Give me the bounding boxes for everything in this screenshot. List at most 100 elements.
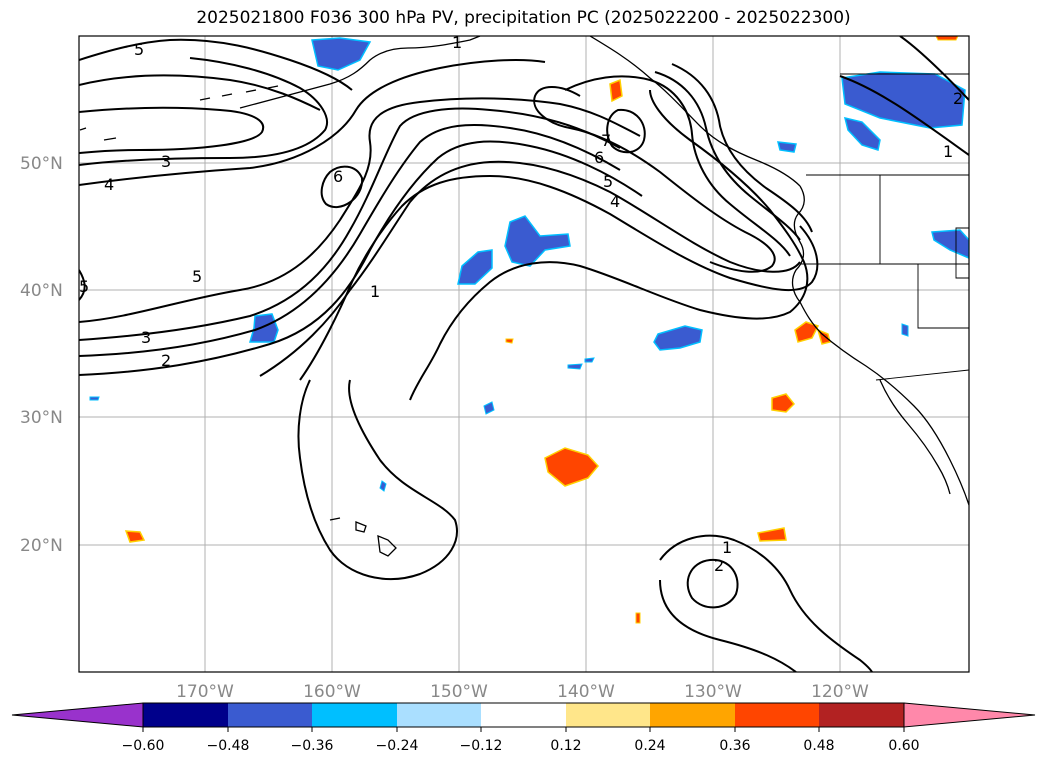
map-area[interactable] xyxy=(79,36,969,672)
colorbar-segment xyxy=(143,703,228,727)
colorbar-tick-label: 0.48 xyxy=(803,738,834,754)
pv-contour xyxy=(671,63,813,233)
latitude-labels: 50°N 40°N 30°N 20°N xyxy=(20,154,63,556)
pv-contour xyxy=(259,160,801,377)
contour-label: 4 xyxy=(610,192,620,211)
precip-blob-negative xyxy=(379,480,387,492)
colorbar-tick-label: 0.24 xyxy=(634,738,665,754)
coastlines xyxy=(79,36,969,557)
pv-contour xyxy=(79,38,353,91)
colorbar-extend-high xyxy=(903,702,1036,728)
precip-blob-negative xyxy=(89,396,100,401)
colorbar-tick-label: 0.36 xyxy=(719,738,750,754)
coastline-alaska xyxy=(239,36,481,109)
pv-contour xyxy=(79,74,321,111)
contour-label: 5 xyxy=(134,40,144,59)
colorbar-tick-label: 0.60 xyxy=(888,738,919,754)
precip-blob-positive xyxy=(794,321,820,343)
hawaii-islands xyxy=(329,517,397,557)
map-frame xyxy=(78,35,970,673)
colorbar-tick-label: −0.36 xyxy=(291,738,334,754)
contour-label: 5 xyxy=(79,277,89,296)
precip-blob-negative xyxy=(841,71,966,129)
pv-contour xyxy=(79,107,621,341)
colorbar-segment xyxy=(819,703,904,727)
precip-blob-positive xyxy=(935,36,959,41)
lat-label-20n: 20°N xyxy=(20,536,63,556)
colorbar-tick-label: −0.12 xyxy=(460,738,503,754)
pv-contour xyxy=(899,36,969,101)
lon-label-160w: 160°W xyxy=(303,682,361,702)
precip-blob-negative xyxy=(567,363,583,370)
precip-blob-positive xyxy=(124,530,146,543)
colorbar-segment xyxy=(312,703,397,727)
contour-label: 1 xyxy=(722,538,732,557)
border-state xyxy=(955,227,969,279)
contour-label: 4 xyxy=(104,175,114,194)
precip-blob-negative xyxy=(901,323,909,337)
colorbar-tick-label: −0.24 xyxy=(376,738,419,754)
contour-label: 1 xyxy=(370,282,380,301)
contour-label: 7 xyxy=(601,131,611,150)
pv-contours xyxy=(79,36,969,672)
pv-contour xyxy=(297,379,458,581)
pv-contour xyxy=(79,97,641,323)
precip-blob-negative xyxy=(457,249,493,285)
pv-contour xyxy=(654,71,801,241)
precip-blob-negative xyxy=(249,313,279,343)
lon-label-170w: 170°W xyxy=(176,682,234,702)
pv-contour xyxy=(686,558,739,609)
colorbar: −0.60 −0.48 −0.36 −0.24 −0.12 0.12 0.24 … xyxy=(11,702,1036,754)
pv-contour xyxy=(79,269,86,301)
contour-label: 2 xyxy=(714,556,724,575)
pv-contour xyxy=(409,89,809,401)
contour-label: 3 xyxy=(161,152,171,171)
colorbar-segment xyxy=(566,703,650,727)
pv-contour xyxy=(79,59,546,186)
precip-blob-positive xyxy=(635,612,641,624)
precip-blob-positive xyxy=(544,447,599,487)
contour-labels: 5 3 4 6 5 3 2 1 7 6 5 4 5 1 1 2 1 2 xyxy=(79,33,963,575)
lat-label-40n: 40°N xyxy=(20,281,63,301)
colorbar-tick-label: −0.60 xyxy=(122,738,165,754)
pv-contour xyxy=(839,75,969,156)
pv-contour xyxy=(533,86,776,273)
colorbar-segment xyxy=(228,703,312,727)
colorbar-segment xyxy=(481,703,566,727)
pv-contour xyxy=(79,123,621,357)
colorbar-tick-label: −0.48 xyxy=(207,738,250,754)
precip-blob-negative xyxy=(311,37,372,71)
border-state xyxy=(917,264,969,329)
pv-contour xyxy=(564,75,791,257)
colorbar-tick-label: 0.12 xyxy=(550,738,581,754)
lon-label-140w: 140°W xyxy=(557,682,615,702)
border-us-mexico xyxy=(875,369,969,381)
pv-contour xyxy=(606,108,646,154)
contour-label: 6 xyxy=(594,148,604,167)
pv-contour xyxy=(299,174,819,381)
aleutian-islands xyxy=(79,85,279,141)
coastline-baja xyxy=(879,379,951,495)
coastline-us-west xyxy=(799,301,969,506)
lon-label-130w: 130°W xyxy=(684,682,742,702)
contour-label: 2 xyxy=(953,89,963,108)
pv-contour xyxy=(659,579,797,672)
pv-contour xyxy=(79,106,265,154)
pv-contour xyxy=(659,534,873,672)
lat-label-30n: 30°N xyxy=(20,408,63,428)
lon-label-150w: 150°W xyxy=(430,682,488,702)
pv-contour xyxy=(79,57,328,166)
lat-label-50n: 50°N xyxy=(20,154,63,174)
precip-blob-negative xyxy=(653,325,703,351)
colorbar-outline xyxy=(142,702,905,728)
coastline-alaska-panhandle xyxy=(589,36,801,187)
precipitation-areas xyxy=(89,36,969,624)
contour-label: 1 xyxy=(943,142,953,161)
precip-blob-negative xyxy=(777,141,797,153)
precip-blob-positive xyxy=(757,527,787,542)
precip-blob-negative xyxy=(843,116,881,151)
colorbar-ticks xyxy=(142,727,905,732)
precip-blob-negative xyxy=(504,215,571,267)
contour-label: 2 xyxy=(161,351,171,370)
